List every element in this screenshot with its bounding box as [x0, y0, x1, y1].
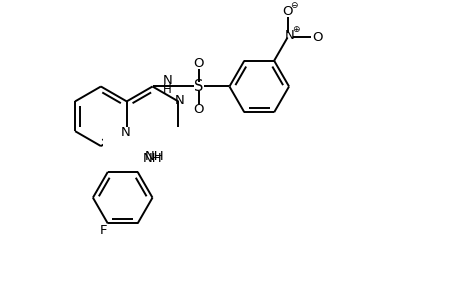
Bar — [103, 127, 182, 236]
Text: O: O — [193, 103, 203, 116]
Text: O: O — [193, 57, 203, 70]
Text: H: H — [162, 83, 171, 96]
Text: NH: NH — [145, 151, 164, 164]
Text: N: N — [284, 29, 294, 42]
Text: N: N — [162, 74, 172, 87]
Text: NH: NH — [143, 152, 162, 166]
Text: O: O — [282, 5, 292, 18]
Bar — [132, 167, 152, 221]
Text: ⊖: ⊖ — [289, 1, 297, 10]
Text: N: N — [174, 94, 184, 107]
Text: S: S — [194, 79, 203, 94]
Text: ⊕: ⊕ — [291, 25, 299, 34]
Text: O: O — [312, 31, 322, 44]
Text: F: F — [100, 224, 107, 237]
Text: N: N — [121, 126, 130, 139]
